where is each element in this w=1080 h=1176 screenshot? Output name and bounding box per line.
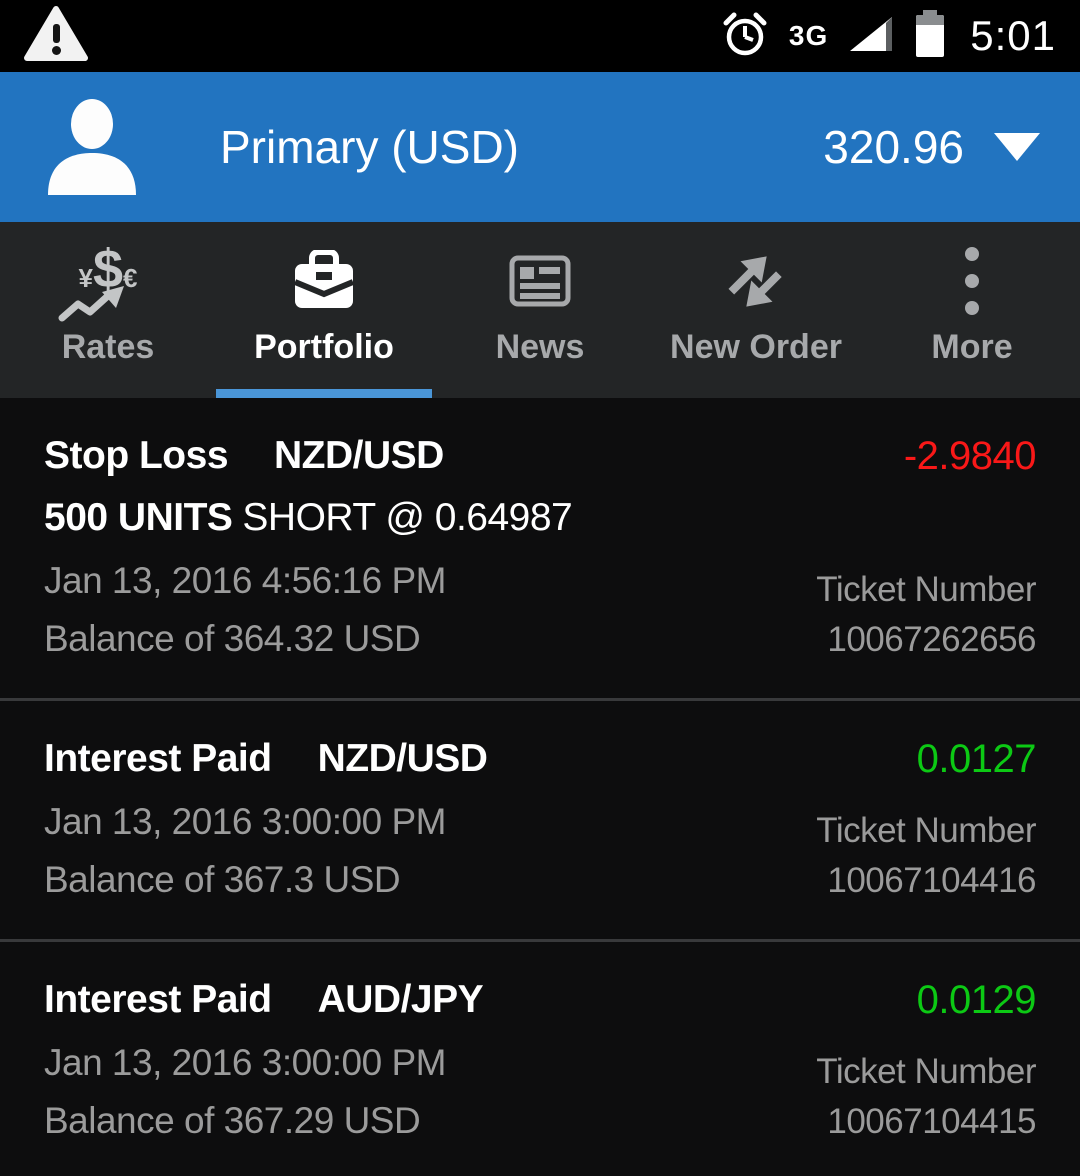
battery-icon	[914, 9, 946, 63]
transaction-row-interest-audjpy[interactable]: Interest Paid AUD/JPY Jan 13, 2016 3:00:0…	[0, 939, 1080, 1176]
tab-label-more: More	[931, 328, 1013, 366]
account-balance: 320.96	[823, 121, 964, 173]
transaction-instrument: AUD/JPY	[317, 978, 484, 1021]
transaction-list: Stop Loss NZD/USD 500 UNITS SHORT @ 0.6498…	[0, 398, 1080, 1176]
transaction-row-interest-nzdusd[interactable]: Interest Paid NZD/USD Jan 13, 2016 3:00:0…	[0, 698, 1080, 939]
transaction-date: Jan 13, 2016 4:56:16 PM	[44, 560, 446, 601]
rates-icon: ¥$€	[56, 239, 160, 322]
account-header: Primary (USD) 320.96	[0, 72, 1080, 222]
tab-portfolio[interactable]: Portfolio	[216, 222, 432, 398]
tab-more[interactable]: More	[864, 222, 1080, 398]
transaction-amount: -2.9840	[903, 434, 1037, 478]
transaction-units-line: 500 UNITS SHORT @ 0.64987	[44, 494, 573, 542]
transaction-amount: 0.0127	[916, 737, 1037, 781]
chevron-down-icon	[994, 133, 1040, 161]
ticket-number: 10067104415	[827, 1102, 1036, 1141]
tab-bar: ¥$€ Rates Portfolio	[0, 222, 1080, 398]
signal-icon	[848, 15, 894, 58]
active-tab-indicator	[216, 389, 432, 398]
ticket-block: Ticket Number 10067262656	[816, 568, 1036, 662]
transaction-instrument: NZD/USD	[274, 434, 444, 477]
transaction-date: Jan 13, 2016 3:00:00 PM	[44, 1042, 446, 1083]
account-name: Primary (USD)	[220, 121, 519, 173]
tab-new-order[interactable]: New Order	[648, 222, 864, 398]
ticket-block: Ticket Number 10067104416	[816, 809, 1036, 903]
warning-icon	[24, 5, 88, 68]
transaction-row-stop-loss[interactable]: Stop Loss NZD/USD 500 UNITS SHORT @ 0.6498…	[0, 398, 1080, 698]
news-icon	[509, 248, 571, 314]
transaction-units: 500 UNITS	[44, 496, 233, 539]
transaction-instrument: NZD/USD	[317, 737, 488, 780]
new-order-icon	[723, 248, 789, 314]
transaction-details: SHORT @ 0.64987	[242, 496, 573, 539]
ticket-block: Ticket Number 10067104415	[816, 1050, 1036, 1144]
tab-rates[interactable]: ¥$€ Rates	[0, 222, 216, 398]
tab-label-portfolio: Portfolio	[254, 328, 394, 366]
status-bar: 3G 5:01	[0, 0, 1080, 72]
account-selector[interactable]: 320.96	[823, 120, 1040, 174]
portfolio-icon	[292, 248, 356, 314]
transaction-balance: Balance of 367.3 USD	[44, 859, 401, 900]
tab-label-new-order: New Order	[670, 328, 842, 366]
transaction-type: Interest Paid	[44, 978, 272, 1021]
ticket-number: 10067104416	[827, 861, 1036, 900]
transaction-balance: Balance of 367.29 USD	[44, 1100, 421, 1141]
ticket-label: Ticket Number	[816, 811, 1036, 850]
transaction-balance: Balance of 364.32 USD	[44, 618, 421, 659]
tab-news[interactable]: News	[432, 222, 648, 398]
tab-label-rates: Rates	[61, 328, 155, 366]
transaction-amount: 0.0129	[916, 978, 1037, 1022]
avatar[interactable]	[36, 91, 148, 203]
ticket-label: Ticket Number	[816, 1052, 1036, 1091]
more-icon	[965, 247, 979, 315]
network-type-label: 3G	[788, 20, 829, 51]
transaction-date: Jan 13, 2016 3:00:00 PM	[44, 801, 446, 842]
ticket-number: 10067262656	[827, 620, 1036, 659]
clock-time: 5:01	[970, 12, 1056, 59]
tab-label-news: News	[495, 328, 585, 366]
alarm-icon	[721, 9, 769, 64]
transaction-type: Interest Paid	[44, 737, 272, 780]
transaction-type: Stop Loss	[44, 434, 229, 477]
ticket-label: Ticket Number	[816, 570, 1036, 609]
